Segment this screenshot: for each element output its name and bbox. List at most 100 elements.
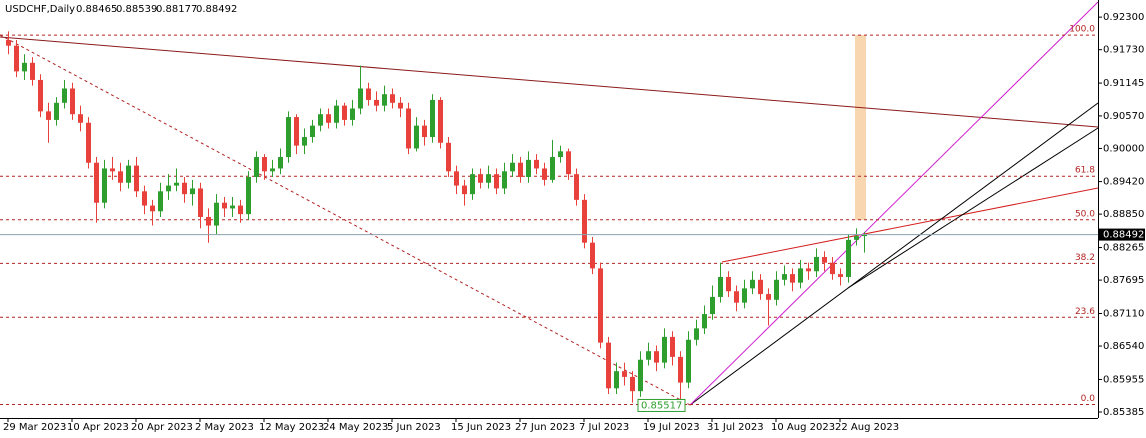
y-tick-label: 0.91145 [1103, 78, 1144, 89]
candle-body [414, 125, 419, 149]
candle-body [534, 159, 539, 169]
candle-body [638, 359, 643, 392]
x-tick-label: 15 Jun 2023 [451, 422, 511, 433]
candle-body [430, 99, 435, 138]
candle-body [574, 174, 579, 200]
candle-body [214, 202, 219, 226]
candle-body [582, 199, 587, 243]
candle-body [38, 79, 43, 112]
candle-body [206, 216, 211, 226]
candle-body [486, 174, 491, 183]
x-tick-label: 12 May 2023 [259, 422, 324, 433]
candle-body [846, 239, 851, 277]
candle-body [750, 279, 755, 289]
candle-body [358, 88, 363, 109]
candle-body [710, 296, 715, 315]
candle-body [758, 279, 763, 295]
candle-body [262, 157, 267, 172]
candle-body [334, 105, 339, 123]
candle-body [478, 174, 483, 183]
candle-body [518, 162, 523, 178]
x-tick-label: 29 Mar 2023 [3, 422, 66, 433]
candle-body [14, 45, 19, 72]
candle-body [390, 94, 395, 103]
ohlc-close: 0.88492 [196, 4, 237, 15]
candle-body [822, 256, 827, 263]
trend-line [0, 36, 1099, 128]
candle-body [166, 185, 171, 192]
trend-line [847, 127, 1099, 289]
candle-body [550, 157, 555, 180]
candle-body [318, 114, 323, 126]
candle-body [678, 356, 683, 383]
candle-body [462, 185, 467, 195]
y-tick-label: 0.85385 [1103, 407, 1144, 418]
symbol-label: USDCHF,Daily [5, 4, 75, 15]
candle-body [598, 268, 603, 343]
candle-body [142, 191, 147, 206]
candle-body [70, 88, 75, 115]
current-price-label: 0.88492 [1103, 230, 1144, 241]
candle-body [566, 151, 571, 175]
x-tick-label: 20 Apr 2023 [131, 422, 193, 433]
candle-body [814, 256, 819, 272]
candle-body [238, 205, 243, 215]
candle-body [350, 108, 355, 120]
candle-body [294, 117, 299, 146]
candle-body [726, 276, 731, 292]
y-tick-label: 0.86540 [1103, 341, 1144, 352]
candle-body [222, 202, 227, 209]
candle-body [622, 371, 627, 377]
candle-body [694, 328, 699, 340]
fib-label: 50.0 [1075, 209, 1095, 219]
candle-body [46, 111, 51, 120]
candle-body [510, 162, 515, 172]
candle-body [6, 39, 11, 46]
trend-line [689, 102, 1099, 406]
candle-body [382, 94, 387, 106]
candle-body [230, 205, 235, 209]
candle-body [670, 336, 675, 357]
candle-body [94, 162, 99, 203]
candle-body [78, 114, 83, 123]
x-tick-label: 24 May 2023 [323, 422, 388, 433]
candle-body [190, 188, 195, 195]
x-tick-label: 27 Jun 2023 [515, 422, 575, 433]
ohlc-open: 0.88465 [76, 4, 117, 15]
trend-line [721, 187, 1099, 263]
candle-body [798, 268, 803, 283]
candle-body [158, 191, 163, 212]
x-tick-label: 31 Jul 2023 [707, 422, 764, 433]
candle-body [542, 168, 547, 180]
candle-body [422, 125, 427, 138]
candle-body [118, 171, 123, 183]
ohlc-low: 0.88177 [156, 4, 197, 15]
candle-body [766, 294, 771, 300]
candle-body [86, 122, 91, 163]
candle-body [558, 151, 563, 158]
low-price-label: 0.85517 [641, 400, 682, 411]
y-tick-label: 0.87110 [1103, 309, 1144, 320]
fib-label: 0.0 [1081, 394, 1096, 404]
candle-body [374, 99, 379, 106]
x-tick-label: 10 Aug 2023 [771, 422, 835, 433]
candle-body [398, 102, 403, 109]
candle-body [502, 171, 507, 189]
candle-body [406, 108, 411, 149]
candle-body [446, 142, 451, 172]
fib-label: 38.2 [1075, 253, 1095, 263]
candle-body [366, 88, 371, 100]
candle-body [606, 342, 611, 389]
candle-body [526, 159, 531, 178]
candle-body [110, 168, 115, 172]
y-tick-label: 0.90570 [1103, 111, 1144, 122]
candle-body [702, 314, 707, 329]
candle-body [454, 171, 459, 186]
candle-body [278, 157, 283, 169]
candle-body [806, 268, 811, 272]
y-tick-label: 0.88265 [1103, 243, 1144, 254]
candle-body [342, 105, 347, 120]
candle-body [302, 137, 307, 146]
